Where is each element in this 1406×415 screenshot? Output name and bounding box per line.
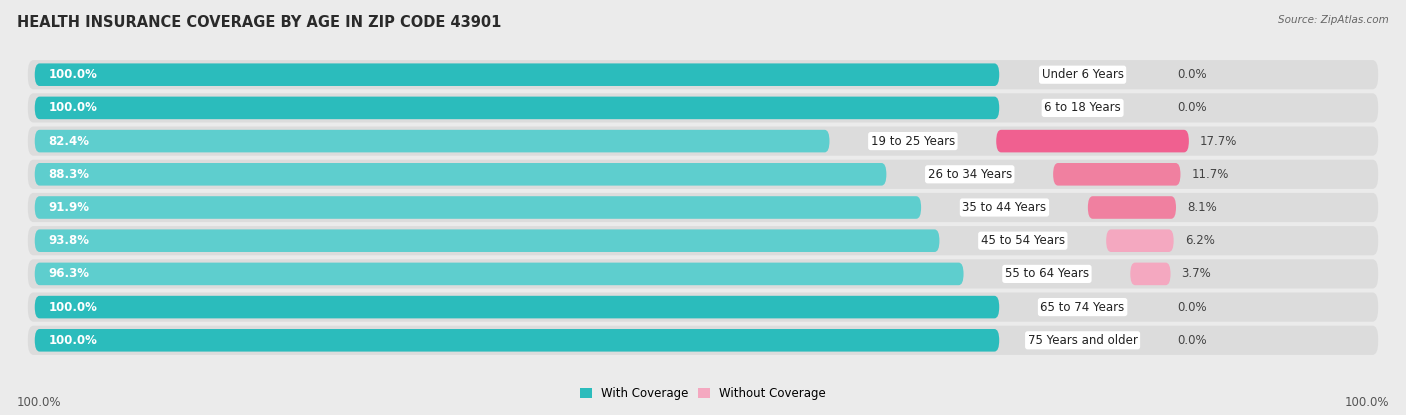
Text: 100.0%: 100.0% (48, 334, 97, 347)
Text: HEALTH INSURANCE COVERAGE BY AGE IN ZIP CODE 43901: HEALTH INSURANCE COVERAGE BY AGE IN ZIP … (17, 15, 502, 29)
FancyBboxPatch shape (1130, 263, 1171, 285)
Text: 0.0%: 0.0% (1177, 101, 1206, 115)
Text: 6.2%: 6.2% (1185, 234, 1215, 247)
Text: 93.8%: 93.8% (48, 234, 90, 247)
Text: 55 to 64 Years: 55 to 64 Years (1005, 267, 1090, 281)
FancyBboxPatch shape (35, 63, 1000, 86)
Text: 96.3%: 96.3% (48, 267, 90, 281)
FancyBboxPatch shape (35, 296, 1000, 318)
Text: 100.0%: 100.0% (48, 101, 97, 115)
Text: 100.0%: 100.0% (48, 68, 97, 81)
Text: 100.0%: 100.0% (48, 300, 97, 314)
FancyBboxPatch shape (28, 226, 1378, 255)
Text: Under 6 Years: Under 6 Years (1042, 68, 1123, 81)
FancyBboxPatch shape (35, 329, 1000, 352)
Text: 91.9%: 91.9% (48, 201, 90, 214)
Text: 3.7%: 3.7% (1181, 267, 1212, 281)
Text: 65 to 74 Years: 65 to 74 Years (1040, 300, 1125, 314)
Text: 45 to 54 Years: 45 to 54 Years (981, 234, 1064, 247)
FancyBboxPatch shape (35, 229, 939, 252)
Text: 0.0%: 0.0% (1177, 334, 1206, 347)
FancyBboxPatch shape (28, 93, 1378, 122)
Legend: With Coverage, Without Coverage: With Coverage, Without Coverage (579, 387, 827, 400)
FancyBboxPatch shape (35, 163, 886, 186)
Text: 17.7%: 17.7% (1199, 134, 1237, 148)
FancyBboxPatch shape (28, 60, 1378, 89)
FancyBboxPatch shape (28, 293, 1378, 322)
Text: Source: ZipAtlas.com: Source: ZipAtlas.com (1278, 15, 1389, 24)
Text: 100.0%: 100.0% (1344, 396, 1389, 409)
FancyBboxPatch shape (35, 130, 830, 152)
FancyBboxPatch shape (1053, 163, 1181, 186)
FancyBboxPatch shape (35, 196, 921, 219)
FancyBboxPatch shape (1088, 196, 1175, 219)
FancyBboxPatch shape (28, 193, 1378, 222)
FancyBboxPatch shape (28, 259, 1378, 288)
Text: 0.0%: 0.0% (1177, 300, 1206, 314)
FancyBboxPatch shape (35, 97, 1000, 119)
Text: 11.7%: 11.7% (1191, 168, 1229, 181)
Text: 88.3%: 88.3% (48, 168, 90, 181)
Text: 0.0%: 0.0% (1177, 68, 1206, 81)
Text: 19 to 25 Years: 19 to 25 Years (870, 134, 955, 148)
Text: 100.0%: 100.0% (17, 396, 62, 409)
FancyBboxPatch shape (35, 263, 963, 285)
Text: 82.4%: 82.4% (48, 134, 90, 148)
Text: 6 to 18 Years: 6 to 18 Years (1045, 101, 1121, 115)
FancyBboxPatch shape (1107, 229, 1174, 252)
Text: 75 Years and older: 75 Years and older (1028, 334, 1137, 347)
Text: 26 to 34 Years: 26 to 34 Years (928, 168, 1012, 181)
FancyBboxPatch shape (997, 130, 1189, 152)
Text: 8.1%: 8.1% (1187, 201, 1216, 214)
FancyBboxPatch shape (28, 160, 1378, 189)
FancyBboxPatch shape (28, 127, 1378, 156)
FancyBboxPatch shape (28, 326, 1378, 355)
Text: 35 to 44 Years: 35 to 44 Years (963, 201, 1046, 214)
